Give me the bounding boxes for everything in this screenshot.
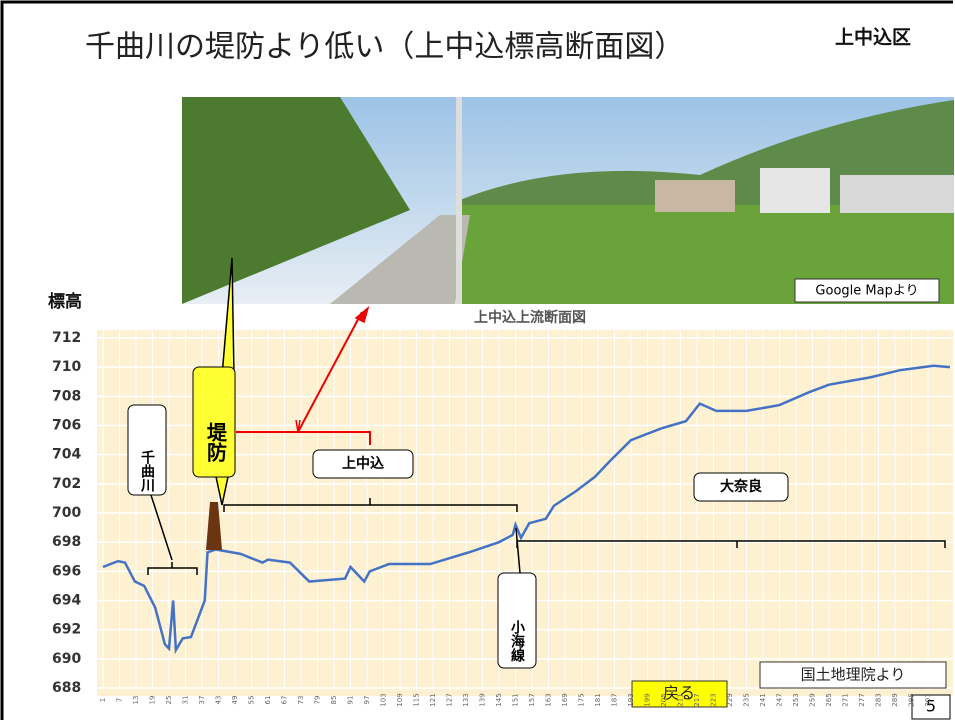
x-tick-label: 145: [495, 693, 503, 706]
x-tick-label: 205: [660, 693, 668, 706]
x-tick-label: 241: [759, 693, 767, 706]
y-tick-label: 702: [52, 476, 81, 492]
y-tick-label: 692: [52, 622, 81, 638]
x-tick-label: 301: [924, 693, 932, 706]
back-button[interactable]: [631, 680, 728, 708]
x-tick-label: 265: [825, 693, 833, 706]
x-tick-label: 223: [710, 693, 718, 706]
district: 上中込区: [835, 26, 911, 49]
x-tick-label: 133: [462, 693, 470, 706]
x-tick-label: 181: [594, 693, 602, 706]
x-tick-label: 277: [858, 693, 866, 706]
x-tick-label: 103: [380, 693, 388, 706]
x-tick-label: 289: [891, 693, 899, 706]
x-tick-label: 43: [215, 696, 223, 705]
line: [102, 364, 951, 655]
y-tick-label: 706: [52, 418, 81, 434]
annotation: 上中込: [342, 455, 384, 472]
y-tick-label: 696: [52, 563, 81, 579]
y-tick-label: 710: [52, 359, 81, 375]
x-tick-label: 259: [809, 693, 817, 706]
x-tick-label: 217: [693, 693, 701, 706]
x-tick-label: 211: [677, 693, 685, 706]
x-tick-label: 1: [99, 698, 107, 702]
x-tick-label: 49: [231, 696, 239, 705]
x-tick-label: 199: [644, 693, 652, 706]
back-button-label[interactable]: 戻る: [663, 684, 695, 703]
callout: [312, 449, 414, 479]
x-tick-label: 97: [363, 696, 371, 705]
photo: [182, 97, 954, 304]
source: 国土地理院より: [801, 666, 906, 684]
callout: [693, 472, 789, 502]
y-tick-label: 694: [52, 593, 81, 609]
x-tick-label: 67: [281, 696, 289, 705]
levee-callout: [192, 366, 236, 478]
x-tick-label: 109: [396, 693, 404, 706]
annotation: 大奈良: [720, 478, 762, 495]
y-tick-label: 704: [52, 447, 81, 463]
x-tick-label: 235: [743, 693, 751, 706]
x-tick-label: 193: [627, 693, 635, 706]
y-tick-label: 708: [52, 388, 81, 404]
x-tick-label: 115: [413, 693, 421, 706]
slide-title: 千曲川の堤防より低い（上中込標高断面図）: [85, 30, 684, 65]
page-number: 5: [926, 697, 936, 716]
y-tick-label: 688: [52, 680, 81, 696]
x-tick-label: 295: [908, 693, 916, 706]
x-tick-label: 229: [726, 693, 734, 706]
annotation: 堤防: [204, 422, 228, 462]
x-tick-label: 157: [528, 693, 536, 706]
x-tick-label: 73: [297, 696, 305, 705]
x-tick-label: 79: [314, 696, 322, 705]
callout: [497, 572, 537, 669]
photo-credit: Google Mapより: [815, 284, 918, 299]
x-tick-label: 37: [198, 696, 206, 705]
x-tick-label: 7: [116, 698, 124, 702]
x-tick-label: 85: [330, 696, 338, 705]
x-tick-label: 127: [446, 693, 454, 706]
x-tick-label: 175: [578, 693, 586, 706]
levee: [206, 502, 222, 550]
x-tick-label: 61: [264, 696, 272, 705]
x-tick-label: 283: [875, 693, 883, 706]
callout: [127, 404, 167, 496]
x-tick-label: 25: [165, 696, 173, 705]
y-tick-label: 690: [52, 651, 81, 667]
annotation-shapes: [147, 257, 946, 575]
page-box: [911, 694, 951, 720]
x-tick-label: 139: [479, 693, 487, 706]
x-tick-label: 187: [611, 693, 619, 706]
x-tick-label: 55: [248, 696, 256, 705]
y-tick-label: 700: [52, 505, 81, 521]
chart-title: 上中込上流断面図: [474, 309, 586, 326]
x-tick-label: 151: [512, 693, 520, 706]
x-tick-label: 19: [149, 696, 157, 705]
x-tick-label: 271: [842, 693, 850, 706]
annotation: 千曲川: [139, 449, 156, 492]
y-axis-label: 標高: [48, 291, 82, 312]
x-tick-label: 163: [545, 693, 553, 706]
x-tick-label: 121: [429, 693, 437, 706]
y-tick-label: 698: [52, 534, 81, 550]
x-tick-label: 169: [561, 693, 569, 706]
x-tick-label: 247: [776, 693, 784, 706]
x-tick-label: 13: [132, 696, 140, 705]
x-tick-label: 91: [347, 696, 355, 705]
x-tick-label: 253: [792, 693, 800, 706]
x-tick-label: 31: [182, 696, 190, 705]
y-tick-label: 712: [52, 330, 81, 346]
source-box: [759, 661, 947, 689]
annotation: 小海線: [509, 620, 525, 663]
